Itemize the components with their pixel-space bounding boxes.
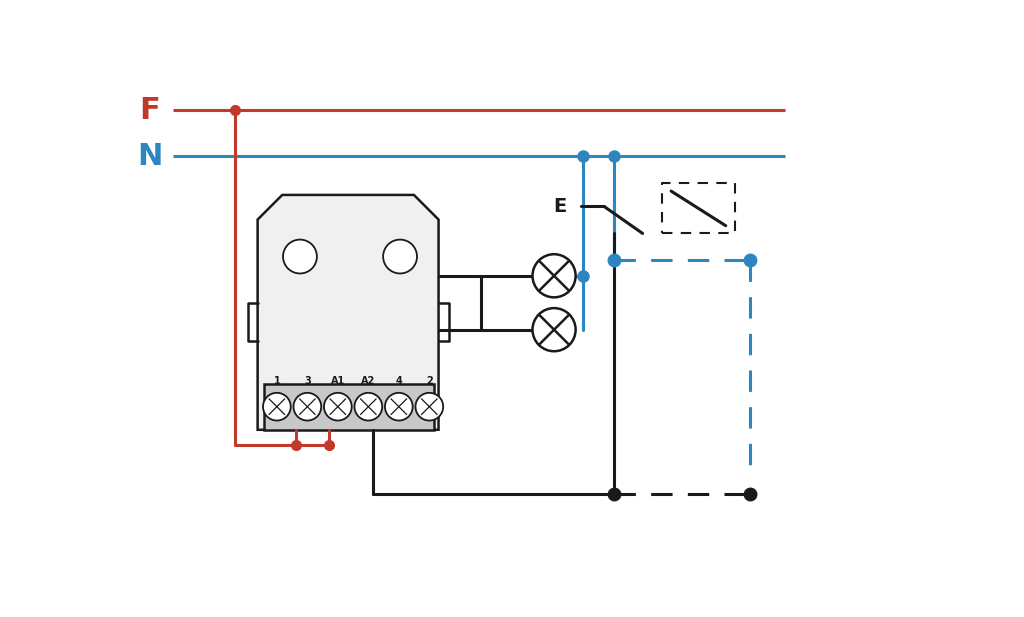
Circle shape bbox=[416, 393, 443, 421]
Text: N: N bbox=[137, 142, 163, 171]
Text: A2: A2 bbox=[361, 376, 376, 386]
Circle shape bbox=[383, 239, 417, 273]
Text: F: F bbox=[139, 96, 160, 125]
Text: A1: A1 bbox=[331, 376, 345, 386]
Circle shape bbox=[385, 393, 413, 421]
Text: 4: 4 bbox=[395, 376, 402, 386]
Text: 2: 2 bbox=[426, 376, 433, 386]
Circle shape bbox=[532, 254, 575, 297]
Circle shape bbox=[263, 393, 291, 421]
Text: 3: 3 bbox=[304, 376, 310, 386]
Circle shape bbox=[532, 308, 575, 351]
Text: E: E bbox=[553, 197, 566, 216]
Polygon shape bbox=[258, 195, 438, 430]
Text: 1: 1 bbox=[273, 376, 281, 386]
Polygon shape bbox=[264, 384, 434, 430]
Circle shape bbox=[354, 393, 382, 421]
Circle shape bbox=[283, 239, 316, 273]
Circle shape bbox=[324, 393, 351, 421]
Circle shape bbox=[294, 393, 322, 421]
